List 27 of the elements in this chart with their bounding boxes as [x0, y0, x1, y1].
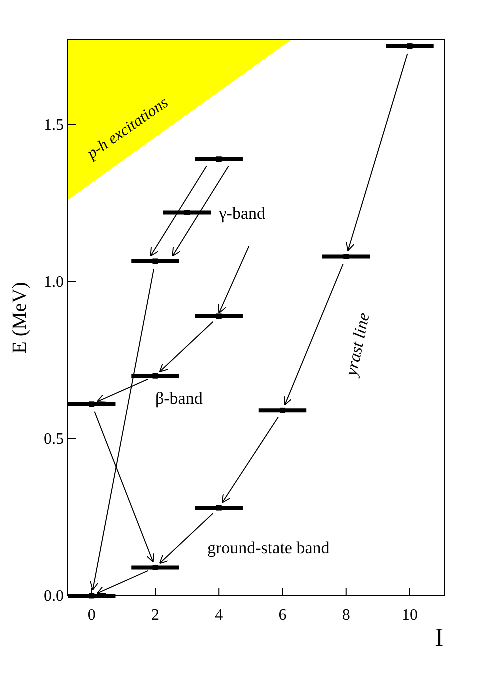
- point: [280, 408, 286, 414]
- point: [216, 314, 222, 320]
- y-tick-label: 1.5: [44, 116, 64, 134]
- series-label: ground-state band: [207, 538, 330, 558]
- x-tick-label: 4: [215, 607, 224, 624]
- point: [216, 505, 222, 511]
- y-tick-label: 0.5: [44, 430, 64, 448]
- x-tick-label: 0: [88, 607, 96, 624]
- x-tick-label: 6: [278, 607, 287, 624]
- point: [152, 564, 158, 570]
- point: [89, 402, 95, 408]
- x-axis-title: I: [435, 623, 444, 652]
- point: [216, 156, 222, 162]
- series-label: γ-band: [218, 204, 266, 223]
- legend-label: β-band: [155, 389, 204, 408]
- x-tick-label: 2: [151, 607, 160, 624]
- x-tick-label: 10: [402, 607, 418, 624]
- point: [152, 373, 158, 379]
- point: [407, 44, 413, 50]
- point: [344, 254, 350, 260]
- annotation: yrast line: [341, 310, 374, 380]
- y-axis-title: E (MeV): [9, 282, 31, 354]
- point: [152, 258, 158, 264]
- y-tick-label: 0.0: [44, 588, 64, 605]
- x-tick-label: 8: [342, 607, 350, 624]
- point: [184, 210, 190, 216]
- y-tick-label: 1.0: [44, 274, 64, 291]
